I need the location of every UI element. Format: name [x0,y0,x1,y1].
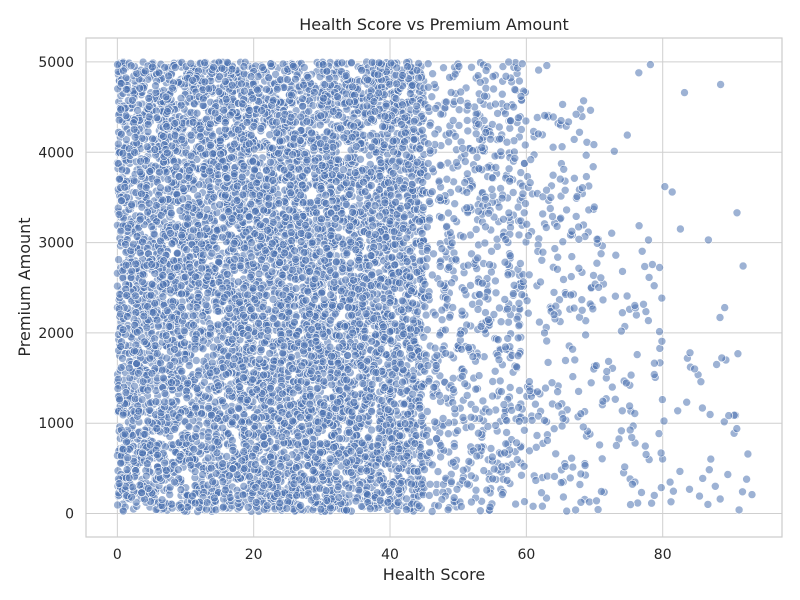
scatter-point [129,176,139,186]
scatter-point [116,363,126,372]
scatter-point [167,397,176,407]
scatter-point [222,452,231,461]
data-points [113,57,757,516]
scatter-point [288,265,297,275]
scatter-point [337,58,347,68]
scatter-point [305,426,315,436]
scatter-point [192,424,201,434]
scatter-point [387,434,397,443]
scatter-point [333,155,343,165]
scatter-point [184,422,194,432]
scatter-point [203,453,213,463]
scatter-point [158,292,168,302]
scatter-point [265,349,275,358]
scatter-point [213,170,223,180]
scatter-point [113,281,122,291]
chart-title: Health Score vs Premium Amount [299,15,569,34]
scatter-point [244,502,253,512]
